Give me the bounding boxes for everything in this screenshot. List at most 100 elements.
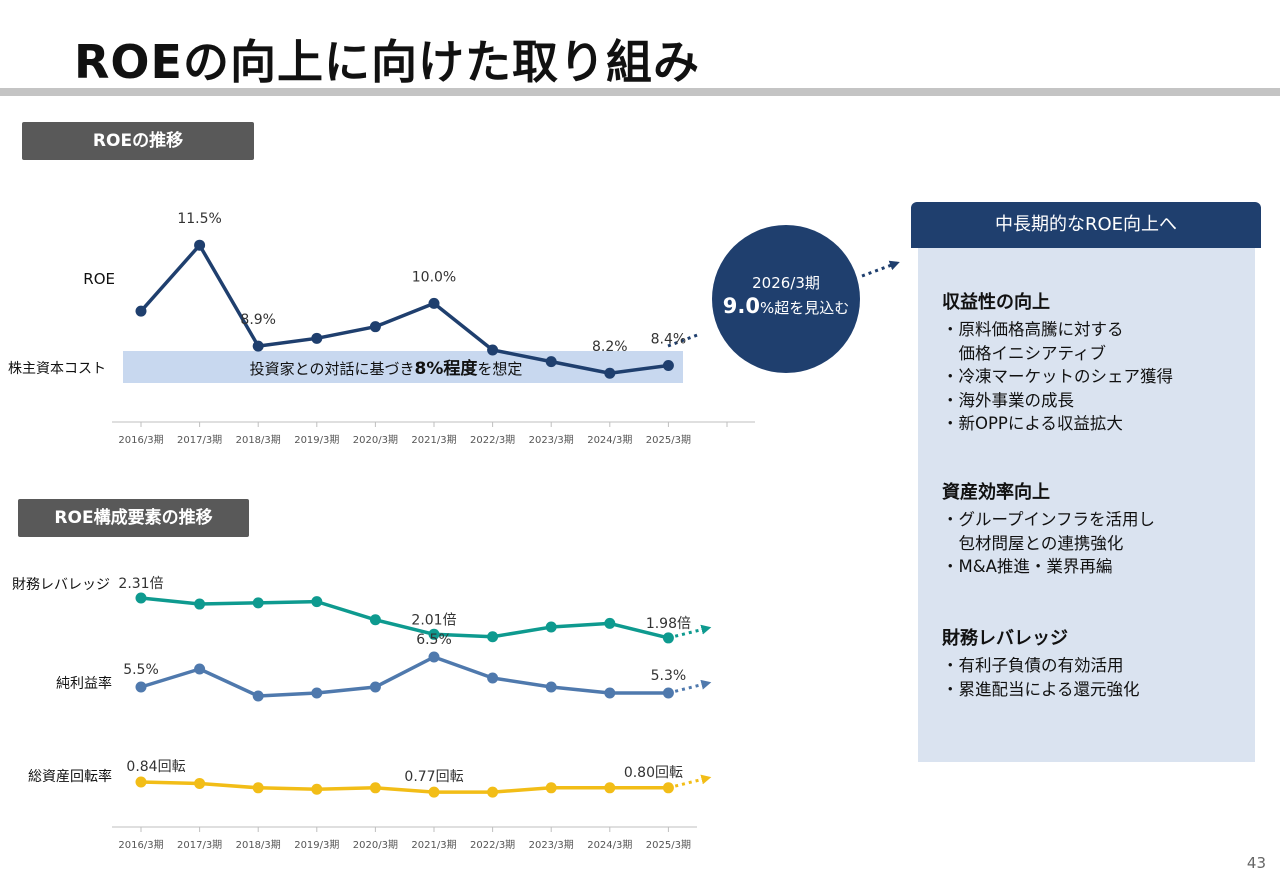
strategy-panel-header: 中長期的なROE向上へ [911, 202, 1261, 248]
roe-data-label-2017-3: 11.5% [177, 211, 221, 227]
series-point-leverage-2018-3 [252, 597, 264, 609]
roe-series-label: ROE [83, 270, 115, 288]
series-data-label-margin-2025-3: 5.3% [651, 668, 687, 684]
series-data-label-margin-2021-3: 6.5% [416, 632, 452, 648]
strategy-item: ・原料価格高騰に対する [942, 320, 1124, 339]
strategy-group-title: 収益性の向上 [942, 292, 1050, 313]
strategy-item: ・累進配当による還元強化 [942, 679, 1140, 699]
roe-x-label-2016-3: 2016/3期 [118, 434, 163, 446]
series-data-label-leverage-2021-3: 2.01倍 [411, 612, 456, 628]
components-x-label-2025-3: 2025/3期 [646, 839, 691, 851]
roe-data-label-2018-3: 8.9% [240, 312, 276, 328]
series-point-margin-2019-3 [311, 687, 323, 699]
strategy-group-title: 財務レバレッジ [942, 628, 1068, 649]
series-line-turnover [140, 780, 669, 794]
series-point-turnover-2022-3 [487, 786, 499, 798]
roe-data-label-2021-3: 10.0% [412, 269, 456, 285]
series-point-leverage-2020-3 [369, 614, 381, 626]
components-x-axis-labels: 2016/3期 2017/3期 2018/3期 2019/3期 2020/3期 2021/… [118, 839, 691, 851]
series-data-label-leverage-2016-3: 2.31倍 [118, 576, 163, 592]
series-point-turnover-2018-3 [252, 782, 264, 794]
series-data-label-turnover-2025-3: 0.80回転 [624, 765, 683, 781]
components-x-label-2017-3: 2017/3期 [177, 839, 222, 851]
series-point-turnover-2017-3 [194, 777, 206, 789]
roe-point-2023-3 [545, 356, 557, 368]
roe-point-2016-3 [135, 305, 147, 317]
strategy-item: 価格イニシアティブ [942, 343, 1107, 363]
components-x-label-2022-3: 2022/3期 [470, 839, 515, 851]
roe-target-arrow [861, 260, 900, 278]
strategy-group-title: 資産効率向上 [942, 482, 1050, 503]
target-value-line: 9.0%超を見込む [712, 294, 860, 318]
series-point-leverage-2017-3 [194, 598, 206, 610]
roe-projection-line [667, 332, 701, 348]
series-point-turnover-2019-3 [311, 783, 323, 795]
roe-x-label-2019-3: 2019/3期 [294, 434, 339, 446]
series-line-leverage [140, 596, 669, 640]
series-point-leverage-2022-3 [487, 631, 499, 643]
roe-x-label-2020-3: 2020/3期 [353, 434, 398, 446]
cost-of-equity-label: 株主資本コスト [8, 361, 106, 377]
roe-point-2019-3 [311, 332, 323, 344]
roe-data-label-2025-3: 8.4% [651, 331, 687, 347]
roe-point-2025-3 [662, 359, 674, 371]
strategy-item: ・海外事業の成長 [942, 390, 1074, 410]
components-x-label-2020-3: 2020/3期 [353, 839, 398, 851]
series-point-turnover-2020-3 [369, 782, 381, 794]
section-tag-roe-components: ROE構成要素の推移 [18, 499, 249, 537]
roe-x-label-2023-3: 2023/3期 [529, 434, 574, 446]
target-value-suffix: %超を見込む [759, 299, 850, 317]
roe-data-label-2024-3: 8.2% [592, 339, 628, 355]
strategy-group-asset-efficiency: 資産効率向上 ・グループインフラを活用し 包材問屋との連携強化 ・M&A推進・業… [942, 478, 1155, 579]
strategy-item: ・グループインフラを活用し [942, 510, 1156, 529]
strategy-item: ・M&A推進・業界再編 [942, 557, 1113, 576]
roe-x-label-2022-3: 2022/3期 [470, 434, 515, 446]
series-line-margin [140, 655, 669, 698]
series-point-turnover-2021-3 [428, 786, 440, 798]
roe-point-2017-3 [194, 239, 206, 251]
series-point-margin-2025-3 [662, 687, 674, 699]
strategy-group-profitability: 収益性の向上 ・原料価格高騰に対する 価格イニシアティブ ・冷凍マーケットのシェ… [942, 288, 1173, 436]
series-point-margin-2022-3 [487, 672, 499, 684]
components-x-label-2023-3: 2023/3期 [529, 839, 574, 851]
series-point-turnover-2024-3 [604, 782, 616, 794]
series-point-leverage-2019-3 [311, 596, 323, 608]
strategy-item: ・冷凍マーケットのシェア獲得 [942, 367, 1173, 386]
page-number: 43 [1246, 854, 1266, 872]
components-x-label-2024-3: 2024/3期 [587, 839, 632, 851]
roe-point-2022-3 [487, 344, 499, 356]
series-label-turnover: 総資産回転率 [28, 768, 112, 785]
title-divider [0, 88, 1280, 96]
roe-point-2020-3 [369, 321, 381, 333]
target-period: 2026/3期 [752, 274, 820, 292]
series-point-margin-2021-3 [428, 651, 440, 663]
series-point-leverage-2016-3 [135, 592, 147, 604]
series-point-margin-2016-3 [135, 681, 147, 693]
series-data-label-turnover-2016-3: 0.84回転 [126, 759, 185, 775]
page-title: ROEの向上に向けた取り組み [74, 35, 700, 89]
series-point-margin-2023-3 [545, 681, 557, 693]
series-point-margin-2020-3 [369, 681, 381, 693]
series-point-leverage-2021-3 [428, 628, 440, 640]
components-x-label-2018-3: 2018/3期 [236, 839, 281, 851]
series-point-margin-2017-3 [194, 663, 206, 675]
series-point-leverage-2023-3 [545, 621, 557, 633]
series-data-label-margin-2016-3: 5.5% [123, 662, 159, 678]
cost-of-equity-band [123, 351, 683, 383]
series-data-label-leverage-2025-3: 1.98倍 [646, 616, 691, 632]
components-x-label-2021-3: 2021/3期 [411, 839, 456, 851]
strategy-item: 包材問屋との連携強化 [942, 533, 1124, 553]
strategy-item: ・有利子負債の有効活用 [942, 656, 1124, 675]
series-data-label-turnover-2021-3: 0.77回転 [404, 769, 463, 785]
strategy-group-leverage: 財務レバレッジ ・有利子負債の有効活用 ・累進配当による還元強化 [942, 624, 1140, 701]
series-projection-arrow-margin [668, 679, 712, 695]
section-tag-roe-trend: ROEの推移 [22, 122, 254, 160]
cost-of-equity-band-text: 投資家との対話に基づき8%程度を想定 [250, 358, 523, 379]
roe-point-2018-3 [252, 340, 264, 352]
strategy-panel: 収益性の向上 ・原料価格高騰に対する 価格イニシアティブ ・冷凍マーケットのシェ… [918, 248, 1255, 762]
series-point-turnover-2016-3 [135, 776, 147, 788]
roe-x-label-2024-3: 2024/3期 [587, 434, 632, 446]
roe-x-label-2025-3: 2025/3期 [646, 434, 691, 446]
